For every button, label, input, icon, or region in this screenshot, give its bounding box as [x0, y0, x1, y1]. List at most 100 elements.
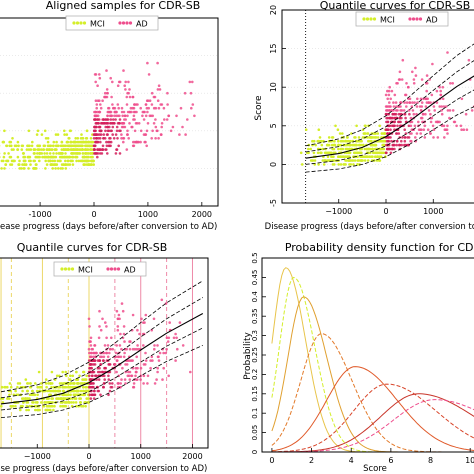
panel-b-point-ad: [389, 151, 393, 155]
panel-b-point-mci: [339, 163, 343, 166]
panel-a-point-mci: [4, 163, 7, 166]
panel-b-point-mci: [356, 163, 359, 166]
panel-a-point-mci: [45, 163, 49, 166]
panel-b-point-ad: [404, 93, 408, 97]
panel-a-point-ad: [159, 133, 163, 136]
panel-c-point-mci: [71, 382, 75, 385]
panel-c-point-mci: [67, 401, 70, 404]
panel-a-point-mci: [33, 152, 36, 155]
panel-a-point-ad: [114, 118, 117, 121]
panel-c-point-mci: [79, 382, 83, 385]
panel-a-point-ad: [132, 114, 136, 118]
panel-a-point-mci: [53, 163, 57, 166]
panel-a-point-ad: [109, 122, 113, 125]
panel-c-xtick-label: 1000: [131, 452, 151, 461]
panel-b-point-ad: [391, 143, 395, 147]
panel-a-point-ad: [163, 118, 166, 121]
panel-c-point-mci: [65, 374, 68, 378]
panel-c-xtick-label: 2000: [182, 452, 202, 461]
panel-a-point-mci: [64, 167, 68, 170]
panel-c-point-ad: [124, 382, 127, 385]
panel-c-point-ad: [89, 363, 92, 366]
panel-a-point-mci: [84, 140, 88, 144]
panel-b-point-ad: [386, 116, 390, 120]
panel-c-point-mci: [21, 389, 24, 393]
panel-c-point-ad: [103, 374, 106, 378]
panel-c-point-ad: [144, 351, 147, 355]
panel-c-point-ad: [89, 336, 93, 340]
panel-a-point-mci: [63, 129, 66, 133]
panel-b-point-ad: [393, 120, 396, 124]
panel-a-point-ad: [128, 110, 132, 114]
panel-a-point-ad: [144, 103, 148, 106]
panel-a-point-mci: [41, 148, 45, 151]
panel-b-point-ad: [416, 97, 419, 101]
panel-a-point-ad: [143, 110, 146, 114]
panel-c-point-ad: [122, 325, 126, 328]
panel-c-quantile-curve-3: [0, 297, 204, 399]
panel-a-point-mci: [38, 155, 41, 159]
panel-b-point-ad: [407, 136, 411, 139]
panel-b-point-mci: [376, 151, 380, 155]
panel-c-point-ad: [134, 370, 138, 374]
panel-c-legend-label-ad: AD: [124, 266, 136, 275]
panel-a-point-ad: [128, 88, 131, 91]
panel-b-point-ad: [400, 109, 404, 112]
panel-b-point-ad: [400, 143, 404, 147]
panel-c-point-ad: [122, 332, 126, 336]
panel-c-point-mci: [73, 397, 77, 400]
panel-c-point-mci: [58, 374, 61, 378]
panel-c-point-mci: [33, 393, 37, 397]
panel-b-point-mci: [362, 143, 365, 147]
panel-a-point-ad: [133, 118, 136, 121]
panel-b-quantile-curve-2: [305, 75, 474, 159]
panel-b-point-mci: [349, 163, 353, 166]
panel-a-point-mci: [89, 140, 93, 144]
panel-a-point-ad: [147, 106, 150, 110]
panel-a-point-mci: [12, 159, 15, 163]
panel-b-point-mci: [318, 136, 322, 139]
panel-c-point-ad: [172, 336, 176, 340]
panel-c-point-ad: [128, 378, 132, 381]
panel-a-point-ad: [158, 88, 162, 91]
panel-c-point-ad: [91, 374, 94, 378]
panel-b-point-ad: [386, 89, 389, 93]
panel-a-point-ad: [111, 125, 115, 129]
panel-a-point-mci: [66, 148, 70, 151]
panel-a-point-ad: [126, 133, 129, 136]
panel-c-point-ad: [117, 382, 120, 385]
panel-b-xtick-label: 0: [383, 207, 388, 216]
panel-a-point-mci: [84, 148, 88, 151]
panel-a-point-mci: [70, 155, 74, 159]
panel-a-point-ad: [146, 61, 149, 65]
panel-c-point-ad: [140, 317, 143, 321]
panel-b-xtick-label: 1000: [423, 207, 443, 216]
panel-a-point-ad: [104, 118, 107, 121]
panel-a-point-mci: [39, 152, 42, 155]
panel-b-point-ad: [397, 112, 401, 116]
panel-b-point-ad: [432, 105, 436, 108]
panel-a-point-mci: [89, 148, 92, 151]
panel-c-point-ad: [123, 351, 126, 355]
panel-a-point-ad: [123, 118, 126, 121]
panel-b-point-ad: [388, 147, 391, 151]
panel-c-point-mci: [34, 408, 37, 412]
panel-b-point-mci: [326, 143, 330, 147]
panel-a-point-mci: [7, 152, 10, 155]
panel-b-point-ad: [398, 116, 402, 120]
panel-a-point-ad: [157, 106, 161, 110]
panel-c-point-mci: [11, 404, 14, 408]
panel-b-point-mci: [352, 163, 355, 166]
panel-c-point-ad: [132, 382, 136, 385]
panel-b-point-mci: [332, 151, 336, 155]
panel-c-legend-marker-ad: [116, 267, 121, 271]
panel-a-point-mci: [44, 159, 47, 163]
panel-c-point-ad: [138, 332, 141, 336]
panel-a-point-mci: [75, 155, 79, 159]
panel-b-point-ad: [386, 147, 389, 151]
panel-a-point-mci: [87, 140, 91, 144]
panel-a-point-ad: [112, 137, 116, 140]
panel-b-point-mci: [317, 128, 321, 131]
panel-a-xtick-label: 0: [91, 210, 96, 219]
panel-a-point-mci: [55, 140, 58, 144]
